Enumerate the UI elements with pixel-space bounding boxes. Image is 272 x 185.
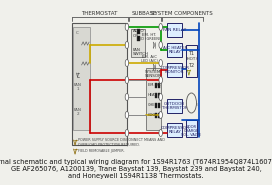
Bar bbox=[158, 113, 160, 118]
Text: A/C HEATER: A/C HEATER bbox=[163, 46, 187, 50]
Text: FAN: FAN bbox=[133, 48, 141, 52]
Bar bbox=[155, 83, 157, 88]
Bar bbox=[167, 99, 182, 113]
Bar bbox=[155, 93, 157, 98]
Text: T1: T1 bbox=[188, 51, 194, 56]
Text: SYSTEM: SYSTEM bbox=[145, 70, 161, 74]
Text: SUBBASE: SUBBASE bbox=[132, 11, 157, 16]
Text: FAN RELAY: FAN RELAY bbox=[163, 28, 186, 32]
Text: LED (A/C): LED (A/C) bbox=[141, 59, 157, 63]
Text: THERMISTOR: THERMISTOR bbox=[162, 106, 188, 110]
Text: (HOT): (HOT) bbox=[186, 57, 197, 61]
Bar bbox=[137, 29, 140, 34]
Circle shape bbox=[159, 23, 162, 31]
Circle shape bbox=[159, 93, 162, 100]
Circle shape bbox=[159, 77, 162, 83]
Text: COMPRESSOR: COMPRESSOR bbox=[160, 126, 189, 130]
Text: EM. A/C: EM. A/C bbox=[142, 55, 157, 59]
Text: THERMOSTAT: THERMOSTAT bbox=[82, 11, 118, 16]
Bar bbox=[158, 103, 160, 108]
Bar bbox=[155, 103, 157, 108]
Text: EM. HT.: EM. HT. bbox=[142, 33, 156, 37]
Text: SENSOR: SENSOR bbox=[145, 74, 162, 78]
Circle shape bbox=[125, 77, 129, 83]
Circle shape bbox=[125, 60, 129, 66]
Circle shape bbox=[125, 130, 129, 137]
Text: COOL: COOL bbox=[148, 113, 158, 117]
Text: EM. HT.: EM. HT. bbox=[148, 83, 161, 87]
Circle shape bbox=[159, 60, 162, 66]
Bar bbox=[186, 45, 197, 77]
Text: 2: 2 bbox=[76, 112, 79, 116]
Bar bbox=[73, 27, 90, 130]
Text: OUT
THERM: OUT THERM bbox=[185, 99, 198, 107]
Text: ON: ON bbox=[133, 34, 139, 38]
Text: !: ! bbox=[74, 150, 76, 154]
Circle shape bbox=[159, 41, 162, 48]
Text: OUTDOOR: OUTDOOR bbox=[164, 102, 186, 106]
Text: C: C bbox=[76, 31, 79, 35]
Text: !: ! bbox=[188, 70, 190, 74]
Text: Fig. 5. Internal schematic and typical wiring diagram for 1S94R1763 (T674R1954Q8: Fig. 5. Internal schematic and typical w… bbox=[0, 159, 272, 179]
Bar bbox=[158, 93, 160, 98]
Text: MONITOR: MONITOR bbox=[165, 70, 184, 74]
Circle shape bbox=[159, 112, 162, 119]
Text: RELAY: RELAY bbox=[168, 50, 181, 54]
Text: !: ! bbox=[74, 141, 76, 145]
Text: CHE.: CHE. bbox=[148, 103, 156, 107]
Circle shape bbox=[186, 93, 196, 113]
Text: FAN: FAN bbox=[74, 83, 82, 87]
Bar bbox=[72, 23, 127, 145]
Bar bbox=[167, 123, 182, 137]
Text: SOL. VALVE: SOL. VALVE bbox=[181, 133, 202, 137]
Bar bbox=[167, 43, 182, 57]
Text: POWER SUPPLY SOURCE DISCONNECT MEANS AND: POWER SUPPLY SOURCE DISCONNECT MEANS AND bbox=[78, 138, 165, 142]
Circle shape bbox=[125, 41, 129, 48]
Bar bbox=[155, 113, 157, 118]
Text: COMPRESSOR: COMPRESSOR bbox=[160, 66, 189, 70]
Bar bbox=[167, 23, 182, 37]
Text: HEAT: HEAT bbox=[148, 93, 157, 97]
Text: DOOR: DOOR bbox=[186, 125, 197, 129]
Text: CHARGE: CHARGE bbox=[184, 129, 199, 133]
Text: SYSTEM COMPONENTS: SYSTEM COMPONENTS bbox=[152, 11, 213, 16]
Circle shape bbox=[159, 130, 162, 137]
Text: FIELD REMOVABLE JUMPER.: FIELD REMOVABLE JUMPER. bbox=[78, 149, 124, 153]
Bar bbox=[137, 36, 140, 41]
Text: SWITCH: SWITCH bbox=[133, 52, 149, 56]
Bar bbox=[158, 83, 160, 88]
Text: T2: T2 bbox=[188, 63, 194, 68]
Bar bbox=[146, 68, 161, 130]
Circle shape bbox=[125, 93, 129, 100]
Bar bbox=[167, 63, 182, 77]
Bar bbox=[131, 29, 145, 57]
Text: OVERLOAD PROTECTION REQUIRED.: OVERLOAD PROTECTION REQUIRED. bbox=[78, 142, 140, 146]
Text: 1: 1 bbox=[76, 87, 79, 91]
Bar bbox=[186, 120, 197, 137]
Text: RELAY: RELAY bbox=[168, 130, 181, 134]
Text: FAN: FAN bbox=[74, 108, 82, 112]
Text: AUTO: AUTO bbox=[133, 29, 145, 33]
Circle shape bbox=[125, 23, 129, 31]
Circle shape bbox=[125, 112, 129, 119]
Text: LED (GREEN): LED (GREEN) bbox=[137, 37, 161, 41]
